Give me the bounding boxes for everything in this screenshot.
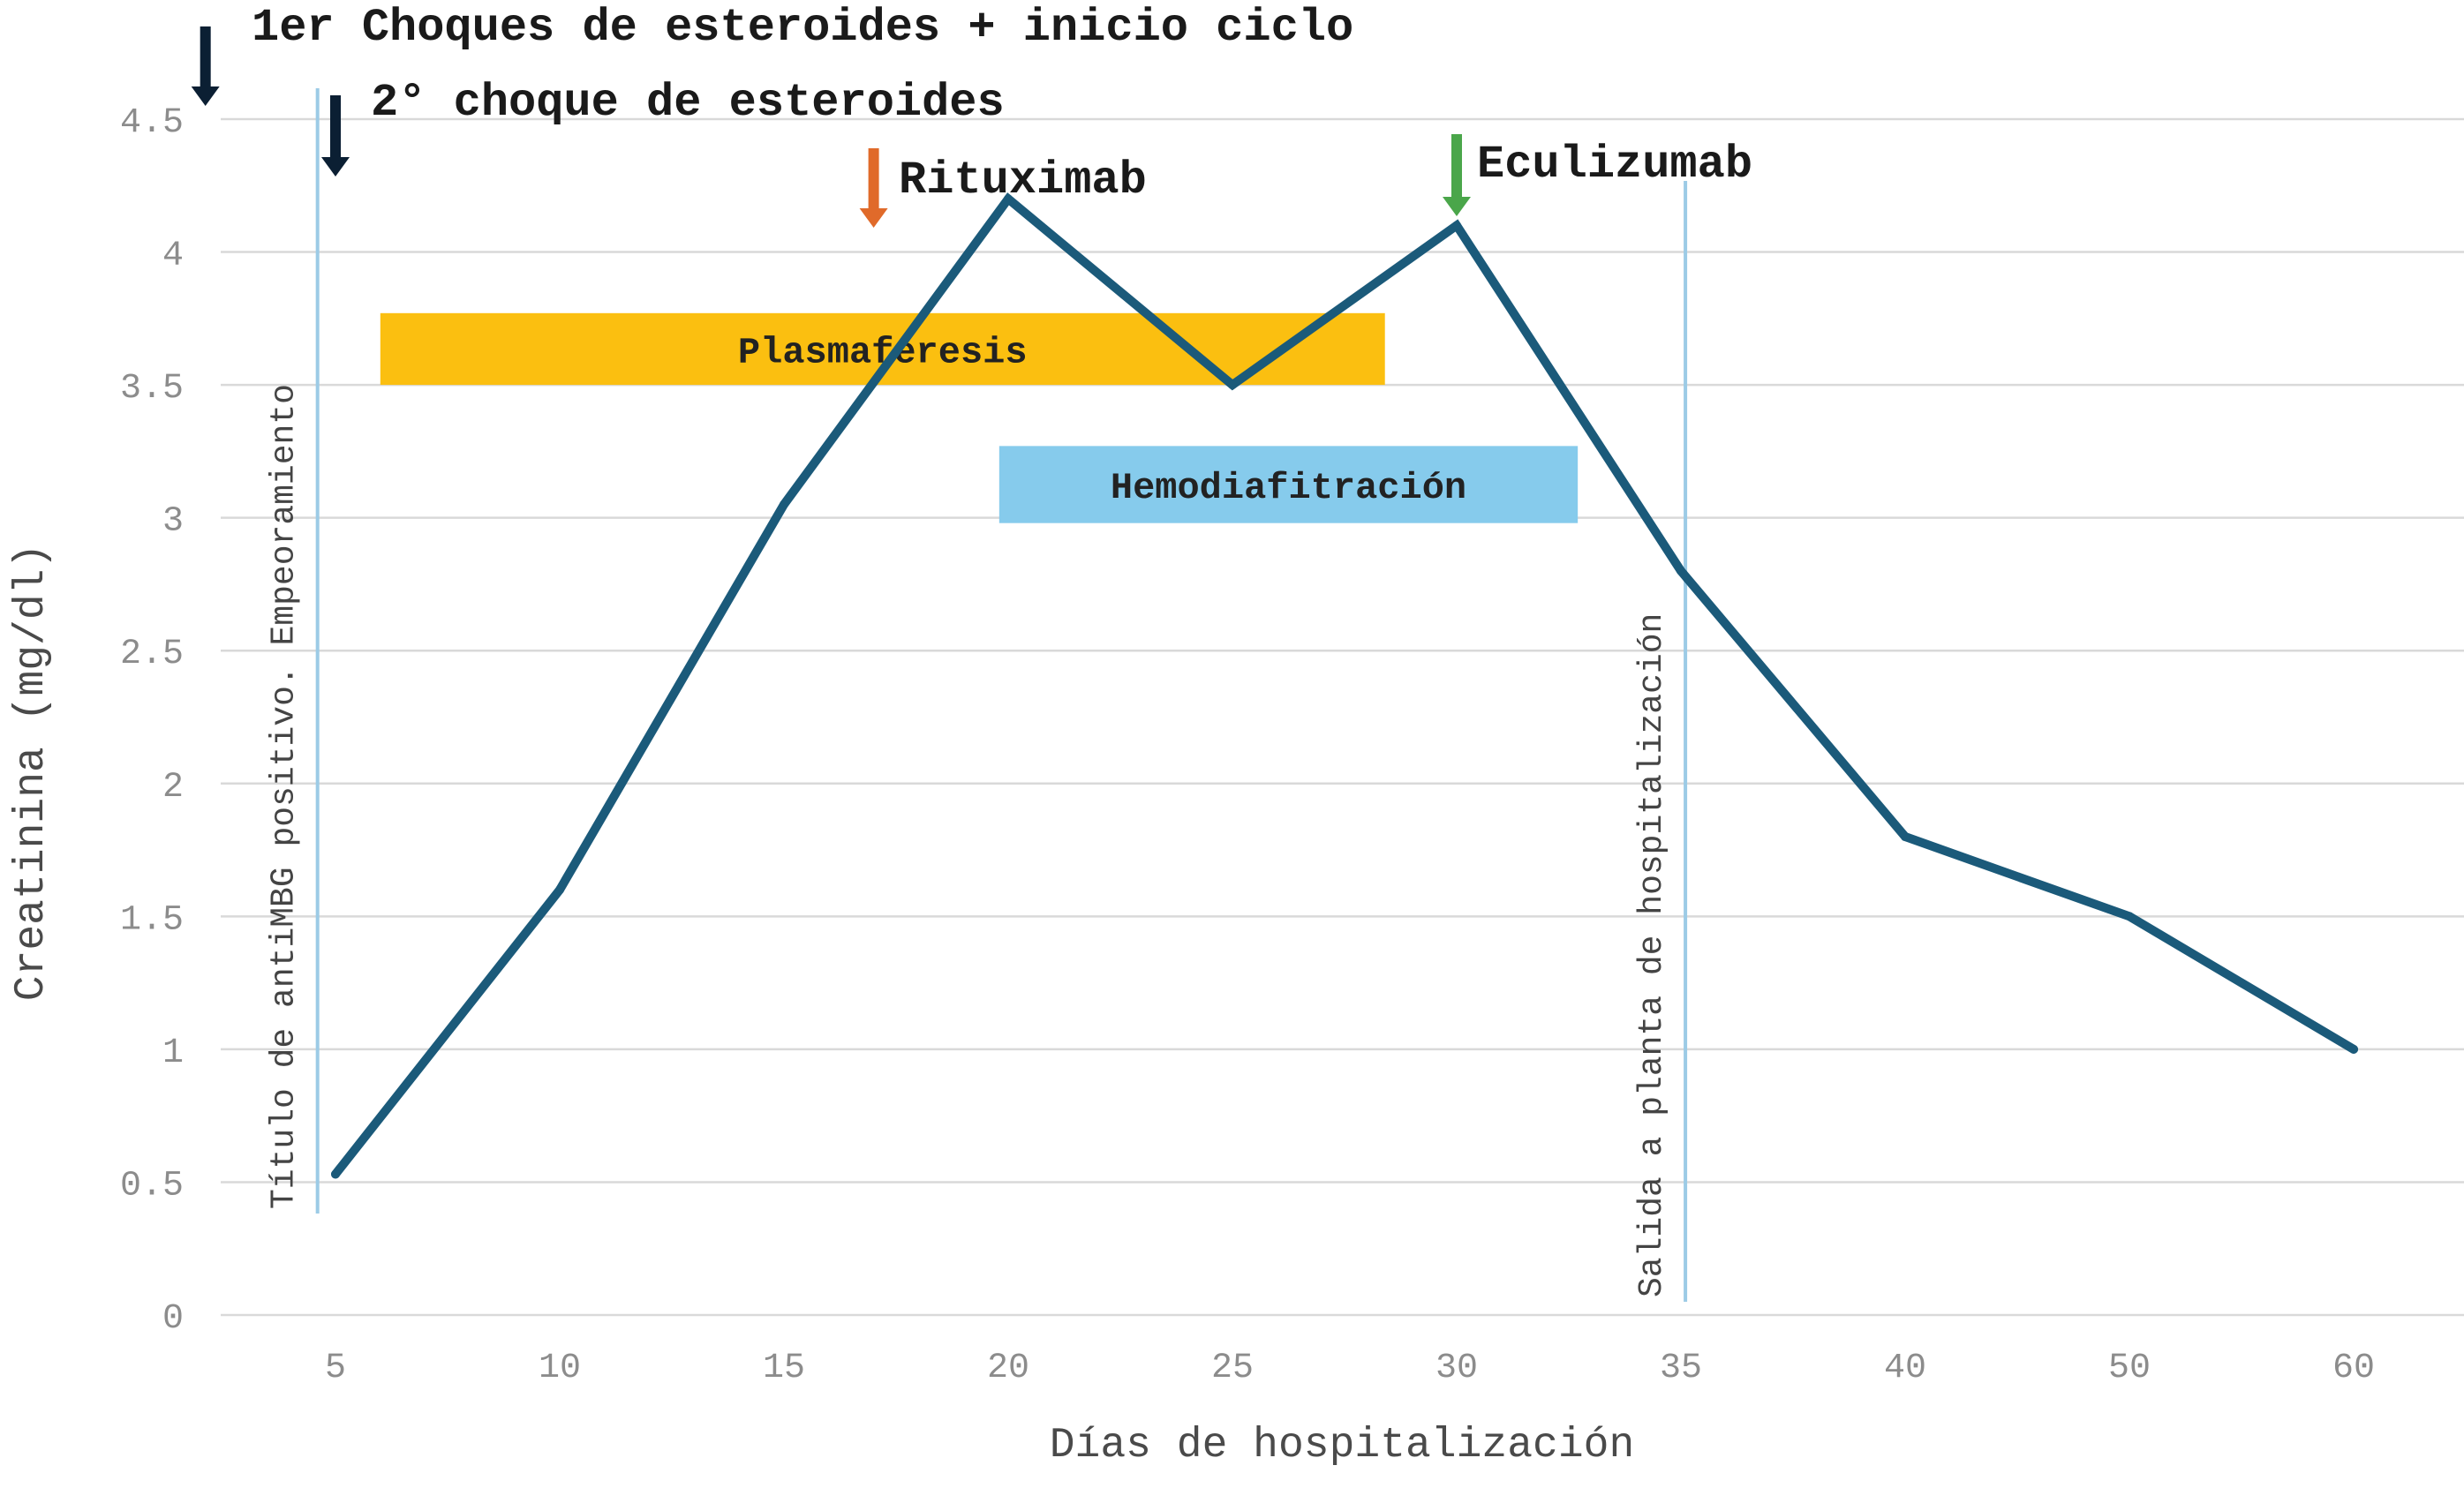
annotation-arrow-shaft bbox=[330, 95, 341, 161]
annotation-arrow-shaft bbox=[868, 148, 879, 212]
x-tick-label: 50 bbox=[2108, 1349, 2151, 1388]
data-point bbox=[2349, 1044, 2358, 1054]
x-tick-labels: 5 10 15 20 25 30 35 40 50 60 bbox=[325, 1349, 2375, 1388]
annotation-arrow-shaft bbox=[1451, 134, 1462, 200]
x-tick-label: 5 bbox=[325, 1349, 346, 1388]
y-axis-title: Creatinina (mg/dl) bbox=[8, 544, 56, 1001]
y-tick-label: 4.5 bbox=[120, 103, 184, 143]
data-point bbox=[331, 1169, 340, 1179]
annotation-arrow-head bbox=[191, 86, 220, 106]
y-tick-label: 3 bbox=[162, 502, 184, 542]
y-tick-label: 1.5 bbox=[120, 900, 184, 940]
data-point bbox=[1452, 221, 1461, 230]
annotations: 1er Choques de esteroides + inicio ciclo… bbox=[191, 2, 1752, 228]
treatment-bar bbox=[998, 446, 1579, 523]
y-tick-label: 0 bbox=[162, 1299, 184, 1339]
y-tick-label: 2 bbox=[162, 768, 184, 808]
y-tick-label: 0.5 bbox=[120, 1166, 184, 1206]
x-tick-label: 15 bbox=[763, 1349, 805, 1388]
x-tick-label: 40 bbox=[1884, 1349, 1926, 1388]
series-layer bbox=[331, 192, 2358, 1179]
event-line-label: Título de antiMBG positivo. Empeoramient… bbox=[266, 384, 304, 1209]
x-tick-label: 25 bbox=[1211, 1349, 1254, 1388]
x-tick-label: 60 bbox=[2332, 1349, 2375, 1388]
x-tick-label: 10 bbox=[539, 1349, 581, 1388]
x-axis-title: Días de hospitalización bbox=[1050, 1422, 1635, 1469]
treatment-bar-label: Hemodiafitración bbox=[1111, 467, 1466, 509]
y-tick-label: 2.5 bbox=[120, 635, 184, 674]
event-line-label: Salida a planta de hospitalización bbox=[1633, 613, 1671, 1297]
x-tick-label: 20 bbox=[987, 1349, 1029, 1388]
series-line bbox=[331, 192, 2358, 1179]
annotation-label: Rituximab bbox=[899, 154, 1147, 207]
y-tick-labels: 0 0.5 1 1.5 2 2.5 3 3.5 4 4.5 bbox=[120, 103, 184, 1339]
annotation-arrow-shaft bbox=[200, 26, 211, 90]
annotation-label: 1er Choques de esteroides + inicio ciclo bbox=[252, 2, 1353, 54]
data-point bbox=[555, 885, 564, 895]
data-point bbox=[780, 500, 788, 509]
y-tick-label: 1 bbox=[162, 1033, 184, 1073]
x-tick-label: 30 bbox=[1435, 1349, 1478, 1388]
y-tick-label: 3.5 bbox=[120, 369, 184, 409]
annotation-label: 2° choque de esteroides bbox=[371, 77, 1005, 129]
y-tick-label: 4 bbox=[162, 237, 184, 276]
annotation-label: Eculizumab bbox=[1477, 139, 1752, 191]
data-point bbox=[2125, 912, 2134, 921]
event-lines: Título de antiMBG positivo. Empeoramient… bbox=[266, 88, 1688, 1302]
grid-lines bbox=[221, 117, 2464, 1317]
data-point bbox=[1228, 380, 1237, 390]
data-point bbox=[1004, 194, 1013, 204]
data-point bbox=[1677, 566, 1685, 575]
annotation-arrow-head bbox=[859, 208, 888, 228]
x-tick-label: 35 bbox=[1660, 1349, 1702, 1388]
annotation-arrow-head bbox=[1443, 197, 1471, 216]
annotation-arrow-head bbox=[321, 157, 350, 177]
data-point bbox=[1901, 832, 1910, 841]
